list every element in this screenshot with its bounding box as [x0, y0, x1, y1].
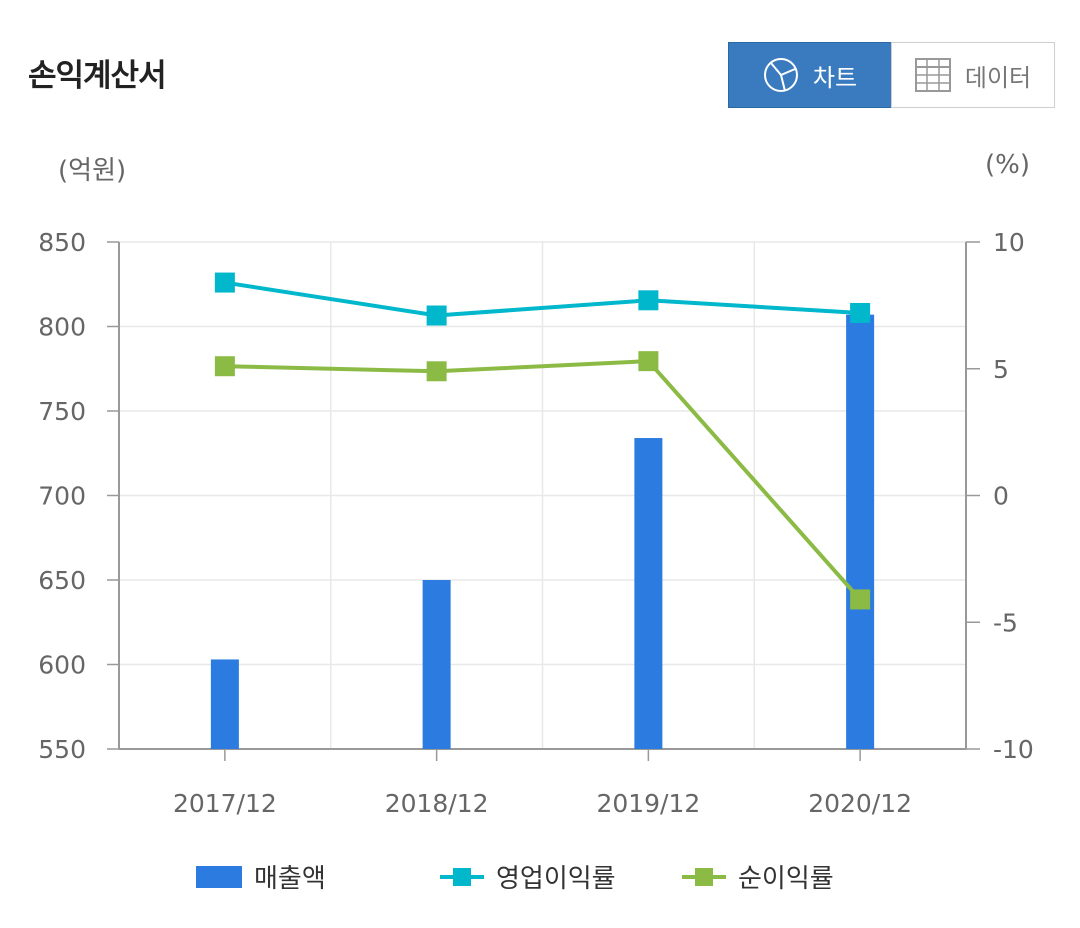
series-point	[214, 272, 235, 293]
left-axis-tick-label: 650	[38, 566, 86, 595]
legend-item-operating-margin[interactable]: 영업이익률	[440, 858, 616, 895]
pie-chart-icon	[763, 58, 798, 92]
series-line	[224, 359, 862, 601]
bar-revenue	[210, 659, 239, 749]
x-axis-tick-label: 2019/12	[596, 789, 700, 818]
bar-revenue	[846, 314, 875, 749]
legend-label-operating-margin: 영업이익률	[496, 864, 616, 894]
legend-swatch-bar	[196, 865, 242, 888]
right-axis-tick-label: 5	[993, 355, 1009, 384]
chart-view-label: 차트	[812, 63, 858, 92]
right-axis-tick-label: 10	[993, 228, 1025, 257]
series-point	[850, 302, 871, 323]
chart-view-button[interactable]: 차트	[728, 42, 892, 108]
series-line	[224, 280, 861, 318]
right-axis-tick-label: -10	[993, 735, 1034, 764]
series-point	[426, 361, 447, 382]
table-icon	[914, 58, 951, 92]
series-point	[638, 290, 659, 311]
left-axis-tick-label: 600	[38, 651, 86, 680]
left-axis-tick-label: 750	[38, 397, 86, 426]
x-axis-tick-label: 2017/12	[173, 789, 277, 818]
legend-item-revenue[interactable]: 매출액	[196, 858, 326, 895]
right-axis-unit: (%)	[985, 150, 1030, 180]
bar-revenue	[422, 580, 451, 749]
right-axis-tick-label: -5	[993, 608, 1018, 637]
legend-label-net-margin: 순이익률	[738, 864, 834, 894]
left-axis-tick-label: 800	[38, 313, 86, 342]
left-axis-unit: (억원)	[58, 156, 127, 186]
right-axis-tick-label: 0	[993, 482, 1009, 511]
bar-revenue	[634, 438, 663, 749]
legend-item-net-margin[interactable]: 순이익률	[682, 858, 834, 895]
legend-swatch-line	[440, 867, 484, 886]
series-point	[850, 589, 871, 610]
left-axis-tick-label: 700	[38, 482, 86, 511]
legend-label-revenue: 매출액	[254, 864, 326, 894]
legend: 매출액 영업이익률 순이익률	[0, 858, 1080, 898]
x-axis-tick-label: 2018/12	[385, 789, 489, 818]
view-toggle: 차트 데이터	[728, 42, 1055, 108]
left-axis-tick-label: 550	[38, 735, 86, 764]
left-axis-tick-label: 850	[38, 228, 86, 257]
data-view-button[interactable]: 데이터	[891, 42, 1055, 108]
data-view-label: 데이터	[964, 63, 1032, 92]
legend-swatch-line	[682, 867, 726, 886]
series-point	[426, 305, 447, 326]
x-axis-tick-label: 2020/12	[808, 789, 912, 818]
series-point	[638, 351, 659, 372]
page-title: 손익계산서	[28, 58, 167, 94]
series-point	[214, 356, 235, 377]
